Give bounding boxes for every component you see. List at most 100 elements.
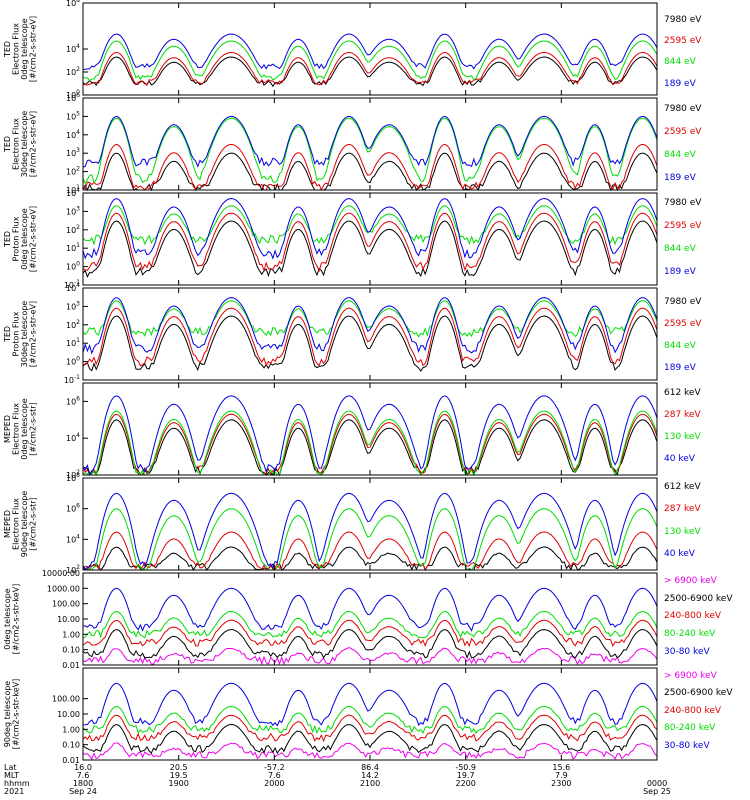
panel-4: 104 103 102 101 100 10-1 TED Proton Flux 30deg t… xyxy=(3,282,702,385)
y-axis-label-line: [#/cm2-s-str] xyxy=(29,497,38,550)
y-tick-label: 106 xyxy=(66,503,80,514)
legend-entry: 844 eV xyxy=(664,57,697,67)
y-tick-label: 103 xyxy=(66,147,80,158)
y-axis-label: 90deg telescope [#/cm2-s-str-keV] xyxy=(3,679,21,750)
series-trace-4 xyxy=(82,492,658,570)
legend-entry: 80-240 keV xyxy=(664,723,716,733)
y-tick-label: 101 xyxy=(66,337,80,348)
y-axis-label-line: 90deg telescope xyxy=(20,491,29,558)
panel-frame xyxy=(82,477,658,571)
legend-entry: 612 keV xyxy=(664,482,701,492)
y-axis-label-line: [#/cm2-s-str] xyxy=(29,402,38,455)
legend-entry: 240-800 keV xyxy=(664,706,722,716)
y-tick-label: 102 xyxy=(66,166,80,177)
legend-entry: 189 eV xyxy=(664,173,697,183)
y-tick-label: 104 xyxy=(66,282,80,293)
series-trace-2 xyxy=(82,51,658,86)
legend-entry: 2500-6900 keV xyxy=(664,688,733,698)
y-tick-label: 100 xyxy=(66,89,80,100)
series-trace-2 xyxy=(82,307,658,367)
x-tick-label-hhmm: 2100 xyxy=(360,779,380,788)
series-trace-3 xyxy=(82,508,658,571)
y-tick-label: 1.00 xyxy=(62,725,80,734)
y-tick-label: 10000.00 xyxy=(42,569,80,578)
legend-entry: 844 eV xyxy=(664,341,697,351)
y-axis-label-line: MEPED xyxy=(3,510,12,538)
y-tick-label: 100.00 xyxy=(52,600,80,609)
y-tick-label: 106 xyxy=(66,92,80,103)
y-tick-label: 108 xyxy=(66,0,80,8)
legend-entry: 30-80 keV xyxy=(664,741,710,751)
y-axis-label-line: Electron Flux xyxy=(12,403,21,455)
row-label-lat: Lat xyxy=(4,763,17,772)
y-tick-label: 100 xyxy=(66,261,80,272)
y-axis-label-line: Proton Flux xyxy=(12,216,21,261)
row-label-hhmm: hhmm xyxy=(4,779,30,788)
y-tick-label: 100.00 xyxy=(52,695,80,704)
y-axis-label-line: 0deg telescope xyxy=(3,588,12,649)
x-tick-label-lat: 20.5 xyxy=(170,763,188,772)
y-tick-label: 104 xyxy=(66,533,80,544)
y-axis-label: 0deg telescope [#/cm2-s-str-keV] xyxy=(3,584,21,655)
series-trace-2 xyxy=(82,212,658,273)
y-tick-label: 104 xyxy=(66,129,80,140)
series-trace-3 xyxy=(82,117,658,185)
y-tick-label: 104 xyxy=(66,43,80,54)
x-tick-label-hhmm: 2300 xyxy=(551,779,571,788)
x-tick-label-hhmm: 0000 xyxy=(647,779,667,788)
legend-entry: 7980 eV xyxy=(664,104,702,114)
legend-entry: 7980 eV xyxy=(664,15,702,25)
series-trace-1 xyxy=(82,220,658,278)
y-axis-label-line: 0deg telescope xyxy=(20,18,29,79)
y-axis-label-line: [#/cm2-s-str-eV] xyxy=(29,16,38,82)
series-trace-1 xyxy=(82,315,658,372)
y-axis-label-line: [#/cm2-s-str-eV] xyxy=(29,206,38,272)
y-tick-label: 102 xyxy=(66,564,80,575)
y-axis-label: TED Proton Flux 0deg telescope [#/cm2-s-str… xyxy=(3,206,38,272)
y-tick-label: 1.00 xyxy=(62,630,80,639)
series-trace-2 xyxy=(82,143,658,192)
x-tick-label-lat: 15.6 xyxy=(552,763,570,772)
y-tick-label: 0.01 xyxy=(62,661,80,670)
legend-entry: 2595 eV xyxy=(664,221,702,231)
panel-frame xyxy=(82,192,658,286)
legend-entry: 612 keV xyxy=(664,388,701,398)
x-tick-label-hhmm: 2000 xyxy=(264,779,284,788)
panel-3: 104 103 102 101 100 10-1 TED Proton Flux 0deg te… xyxy=(3,187,702,290)
legend-entry: > 6900 keV xyxy=(664,576,718,586)
panel-frame xyxy=(82,97,658,191)
y-axis-label-line: 0deg telescope xyxy=(20,398,29,459)
x-tick-label-date: Sep 24 xyxy=(69,787,97,796)
series-trace-2 xyxy=(82,628,658,660)
legend-entry: 40 keV xyxy=(664,549,696,559)
y-axis-label-line: 0deg telescope xyxy=(20,208,29,269)
series-trace-1 xyxy=(82,742,658,761)
y-axis-label-line: TED xyxy=(3,136,12,153)
series-trace-1 xyxy=(82,419,658,477)
legend-entry: 7980 eV xyxy=(664,198,702,208)
legend-entry: 287 keV xyxy=(664,410,701,420)
series-trace-5 xyxy=(82,682,658,727)
series-trace-2 xyxy=(82,413,658,476)
y-axis-label-line: TED xyxy=(3,41,12,58)
y-tick-label: 105 xyxy=(66,110,80,121)
series-trace-3 xyxy=(82,300,658,338)
row-label-year: 2021 xyxy=(4,787,24,796)
series-trace-2 xyxy=(82,723,658,755)
series-trace-1 xyxy=(82,56,658,88)
x-tick-label-lat: 16.0 xyxy=(74,763,92,772)
y-tick-label: 108 xyxy=(66,472,80,483)
x-tick-label-mlt: 7.9 xyxy=(555,771,568,780)
legend-entry: 189 eV xyxy=(664,79,697,89)
y-tick-label: 1000.00 xyxy=(47,584,80,593)
y-tick-label: 101 xyxy=(66,242,80,253)
series-trace-5 xyxy=(82,587,658,632)
row-label-mlt: MLT xyxy=(4,771,19,780)
y-axis-label: MEPED Electron Flux 0deg telescope [#/cm2-s… xyxy=(3,398,38,459)
series-trace-3 xyxy=(82,410,658,477)
legend-entry: 2595 eV xyxy=(664,319,702,329)
y-tick-label: 103 xyxy=(66,300,80,311)
y-axis-label: TED Electron Flux 0deg telescope [#/cm2-s-s… xyxy=(3,16,38,82)
